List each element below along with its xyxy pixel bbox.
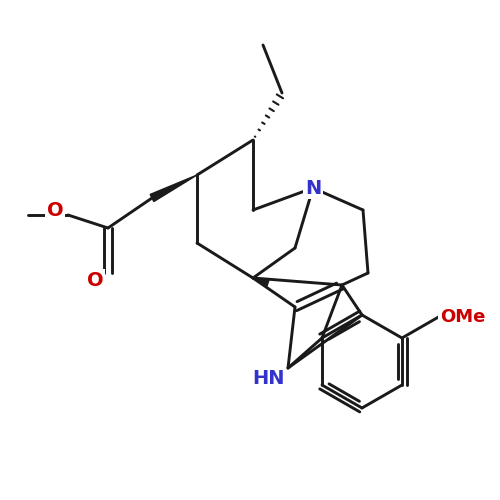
Text: O: O [86,270,104,289]
Text: O: O [46,200,64,220]
Text: OMe: OMe [440,308,486,326]
Polygon shape [150,175,197,202]
Text: N: N [305,178,321,198]
Text: HN: HN [252,368,284,388]
Polygon shape [253,278,269,286]
